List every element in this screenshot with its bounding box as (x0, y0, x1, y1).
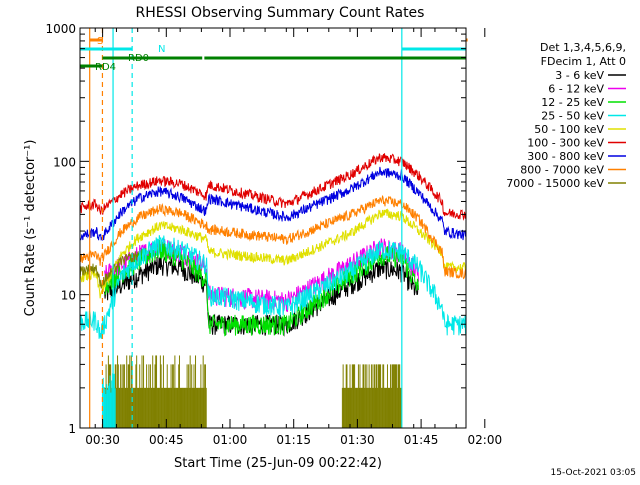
series-line-800-7000keV (80, 194, 466, 280)
flag-label-rd4: RD4 (95, 62, 116, 73)
series-line-300-800keV (80, 166, 466, 241)
series-line-7000-15000keV (80, 251, 139, 289)
timestamp: 15-Oct-2021 03:05 (551, 468, 636, 478)
x-tick-label: 01:45 (404, 433, 439, 447)
series-line-3-6keV (104, 255, 419, 337)
legend-label: 800 - 7000 keV (520, 164, 604, 177)
y-tick-label: 10 (61, 289, 76, 303)
legend-label: 12 - 25 keV (541, 96, 604, 109)
y-axis-label: Count Rate (s⁻¹ detector⁻¹) (23, 140, 38, 317)
legend-label: 25 - 50 keV (541, 110, 604, 123)
y-tick-label: 1000 (45, 22, 76, 36)
x-axis-label: Start Time (25-Jun-09 00:22:42) (174, 456, 382, 471)
flag-label-n: N (158, 44, 165, 55)
x-tick-label: 01:00 (213, 433, 248, 447)
legend-label: 6 - 12 keV (548, 83, 604, 96)
y-tick-label: 1 (68, 422, 76, 436)
x-tick-label: 00:45 (149, 433, 184, 447)
series-line-100-300keV (80, 153, 466, 221)
legend-label: 300 - 800 keV (527, 150, 604, 163)
flag-label-rd0: RD0 (128, 53, 149, 64)
legend-label: 7000 - 15000 keV (506, 177, 604, 190)
x-tick-label: 00:30 (85, 433, 120, 447)
legend-header-line-2: FDecim 1, Att 0 (541, 55, 626, 68)
legend-header-line-1: Det 1,3,4,5,6,9, (540, 41, 626, 54)
flag-label-s: S (97, 36, 103, 47)
series-line-50-100keV (80, 208, 466, 299)
series-line-25-50keV (80, 235, 466, 339)
legend-label: 100 - 300 keV (527, 137, 604, 150)
plot-frame (79, 27, 467, 429)
chart-title: RHESSI Observing Summary Count Rates (136, 5, 425, 21)
legend-label: 3 - 6 keV (555, 69, 604, 82)
y-tick-label: 100 (53, 155, 76, 169)
x-tick-label: 01:30 (340, 433, 375, 447)
x-tick-label: 01:15 (276, 433, 311, 447)
x-tick-label: 02:00 (468, 433, 503, 447)
legend-label: 50 - 100 keV (534, 123, 604, 136)
